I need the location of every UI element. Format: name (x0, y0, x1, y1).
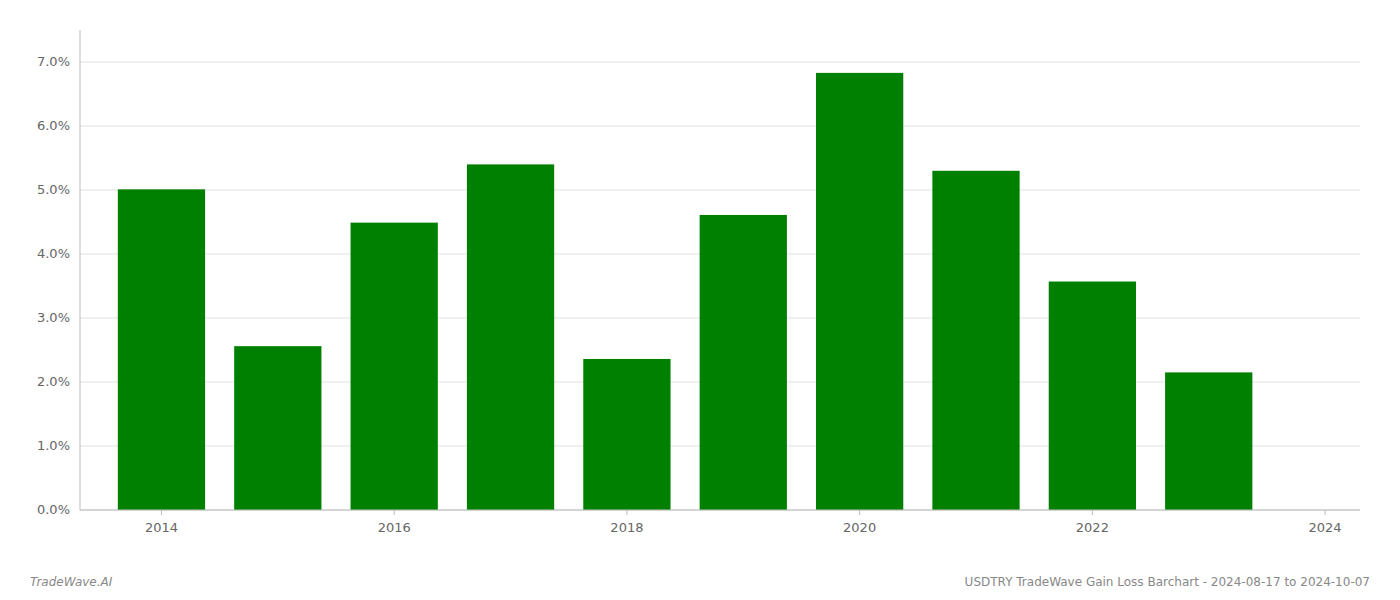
y-tick-label: 7.0% (37, 54, 70, 69)
bar (351, 223, 438, 510)
x-tick-label: 2022 (1076, 520, 1109, 535)
y-tick-label: 3.0% (37, 310, 70, 325)
x-tick (161, 510, 162, 515)
bar (467, 164, 554, 510)
bar (700, 215, 787, 510)
y-tick-labels: 0.0% 1.0% 2.0% 3.0% 4.0% 5.0% 6.0% 7.0% (37, 54, 70, 517)
x-tick-label: 2024 (1309, 520, 1342, 535)
x-ticks: 2014 2016 2018 2020 2022 2024 (145, 510, 1342, 535)
y-tick-label: 5.0% (37, 182, 70, 197)
y-axis-line (80, 30, 81, 510)
x-tick (1092, 510, 1093, 515)
bar (816, 73, 903, 510)
y-tick-label: 6.0% (37, 118, 70, 133)
bar (583, 359, 670, 510)
bars (118, 73, 1253, 510)
y-tick-label: 0.0% (37, 502, 70, 517)
y-grid (80, 62, 1360, 510)
bar (1049, 282, 1136, 510)
grid-line (80, 510, 1360, 511)
x-axis-line (80, 510, 1360, 511)
chart-svg: 0.0% 1.0% 2.0% 3.0% 4.0% 5.0% 6.0% 7.0% 2014 2016… (0, 0, 1400, 600)
bar (118, 189, 205, 510)
x-tick (394, 510, 395, 515)
bar (234, 346, 321, 510)
grid-line (80, 190, 1360, 191)
y-tick-label: 1.0% (37, 438, 70, 453)
y-tick-label: 4.0% (37, 246, 70, 261)
y-tick-label: 2.0% (37, 374, 70, 389)
x-tick (859, 510, 860, 515)
bar (1165, 372, 1252, 510)
grid-line (80, 126, 1360, 127)
footer-left: TradeWave.AI (30, 575, 113, 589)
footer-right: USDTRY TradeWave Gain Loss Barchart - 20… (965, 575, 1370, 589)
x-tick-label: 2020 (843, 520, 876, 535)
bar (932, 171, 1019, 510)
x-tick-label: 2014 (145, 520, 178, 535)
chart-container: 0.0% 1.0% 2.0% 3.0% 4.0% 5.0% 6.0% 7.0% 2014 2016… (0, 0, 1400, 600)
x-tick (626, 510, 627, 515)
x-tick-label: 2018 (610, 520, 643, 535)
x-tick (1325, 510, 1326, 515)
grid-line (80, 62, 1360, 63)
x-tick-label: 2016 (378, 520, 411, 535)
